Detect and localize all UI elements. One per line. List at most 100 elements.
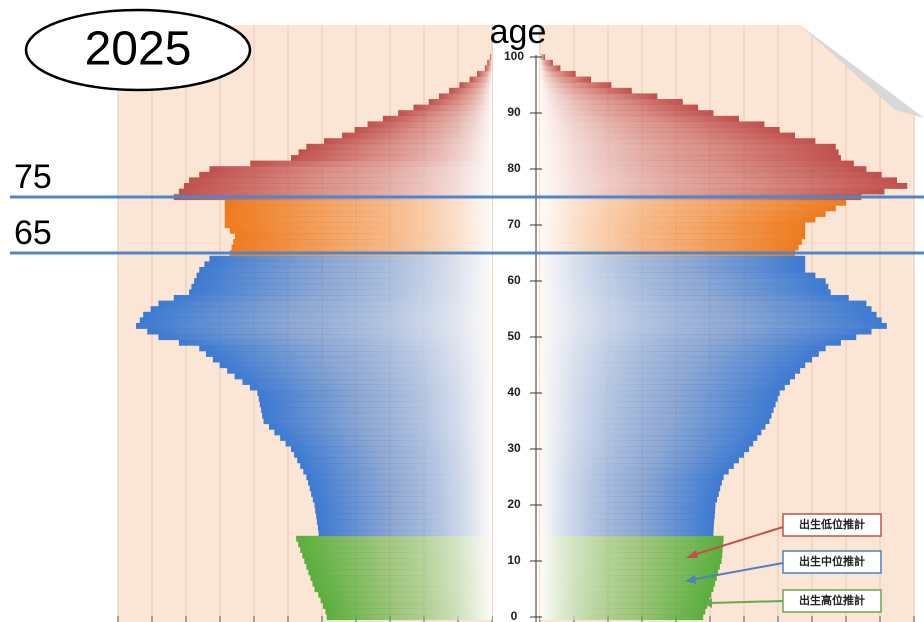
bar bbox=[302, 552, 492, 559]
bar bbox=[311, 491, 492, 497]
bar bbox=[540, 507, 716, 514]
bar bbox=[204, 261, 493, 268]
bar bbox=[540, 541, 724, 548]
bar bbox=[540, 59, 553, 66]
bar bbox=[540, 132, 795, 139]
bar bbox=[540, 121, 765, 128]
y-tick-label: 40 bbox=[507, 385, 521, 399]
bar bbox=[540, 401, 776, 408]
bar bbox=[459, 82, 492, 89]
y-tick-label: 10 bbox=[507, 553, 521, 567]
bar bbox=[540, 227, 806, 234]
bar bbox=[199, 267, 492, 273]
bar bbox=[540, 558, 722, 565]
bar bbox=[242, 379, 492, 385]
bar bbox=[325, 608, 492, 615]
bar bbox=[413, 104, 492, 111]
bar bbox=[540, 138, 816, 145]
bar bbox=[540, 149, 839, 156]
bar bbox=[438, 93, 492, 100]
bar bbox=[540, 379, 790, 385]
bar bbox=[540, 65, 561, 72]
bar bbox=[291, 446, 492, 453]
bar bbox=[540, 177, 897, 184]
bar bbox=[449, 87, 492, 94]
bar bbox=[540, 373, 795, 380]
bar bbox=[209, 166, 492, 173]
bar bbox=[540, 216, 816, 223]
bar bbox=[428, 99, 492, 105]
bar bbox=[540, 317, 882, 324]
bar bbox=[224, 222, 492, 229]
bar bbox=[258, 395, 492, 402]
y-tick-label: 30 bbox=[507, 441, 521, 455]
bar bbox=[540, 323, 887, 329]
y-axis: 0 10 20 30 40 50 60 70 80 90 100 bbox=[493, 25, 542, 622]
bar bbox=[540, 267, 806, 273]
bar bbox=[309, 485, 492, 492]
bar bbox=[540, 603, 708, 609]
bar bbox=[354, 127, 492, 133]
y-axis-title: age bbox=[490, 13, 547, 51]
bar bbox=[540, 76, 591, 83]
bar bbox=[158, 300, 492, 307]
bar bbox=[259, 401, 492, 408]
bar bbox=[540, 295, 849, 301]
bar bbox=[274, 429, 492, 436]
bar bbox=[199, 345, 492, 352]
bar bbox=[540, 491, 719, 497]
bar bbox=[147, 328, 493, 335]
bar bbox=[540, 127, 780, 133]
bar bbox=[540, 390, 780, 397]
bar bbox=[324, 138, 492, 145]
bar bbox=[540, 535, 724, 542]
bar bbox=[540, 306, 872, 313]
y-tick-label: 70 bbox=[507, 217, 521, 231]
bar bbox=[196, 272, 493, 279]
bar bbox=[139, 317, 492, 324]
bar bbox=[300, 547, 492, 553]
bar bbox=[540, 407, 774, 413]
bar bbox=[318, 530, 492, 537]
bar bbox=[315, 507, 492, 514]
bar bbox=[540, 222, 806, 229]
bar bbox=[540, 474, 724, 481]
bar bbox=[540, 586, 714, 593]
bar bbox=[150, 306, 492, 313]
bar bbox=[285, 440, 492, 447]
bar bbox=[224, 216, 492, 223]
bar bbox=[263, 418, 492, 425]
bar bbox=[540, 552, 723, 559]
bar bbox=[540, 71, 576, 77]
arrow-head bbox=[685, 575, 696, 584]
bar bbox=[540, 513, 715, 520]
bar bbox=[540, 429, 762, 436]
bar bbox=[297, 457, 492, 464]
bar bbox=[294, 451, 492, 458]
bar bbox=[173, 295, 492, 301]
bar bbox=[304, 558, 492, 565]
bar bbox=[540, 435, 758, 441]
bar bbox=[310, 575, 492, 581]
bar bbox=[194, 278, 492, 285]
bar bbox=[298, 541, 492, 548]
bar bbox=[540, 479, 722, 486]
bar bbox=[540, 451, 744, 458]
bar bbox=[262, 412, 492, 419]
bar bbox=[540, 233, 806, 240]
bar bbox=[178, 188, 493, 195]
bar bbox=[224, 211, 492, 217]
bar bbox=[540, 160, 854, 167]
bar bbox=[317, 524, 492, 531]
bar bbox=[540, 272, 816, 279]
bar bbox=[540, 468, 729, 475]
bar bbox=[234, 233, 492, 240]
bar bbox=[540, 580, 716, 587]
bar bbox=[469, 76, 492, 83]
bar bbox=[540, 93, 658, 100]
bar bbox=[484, 65, 492, 72]
bar bbox=[224, 205, 492, 212]
bar bbox=[229, 227, 493, 234]
